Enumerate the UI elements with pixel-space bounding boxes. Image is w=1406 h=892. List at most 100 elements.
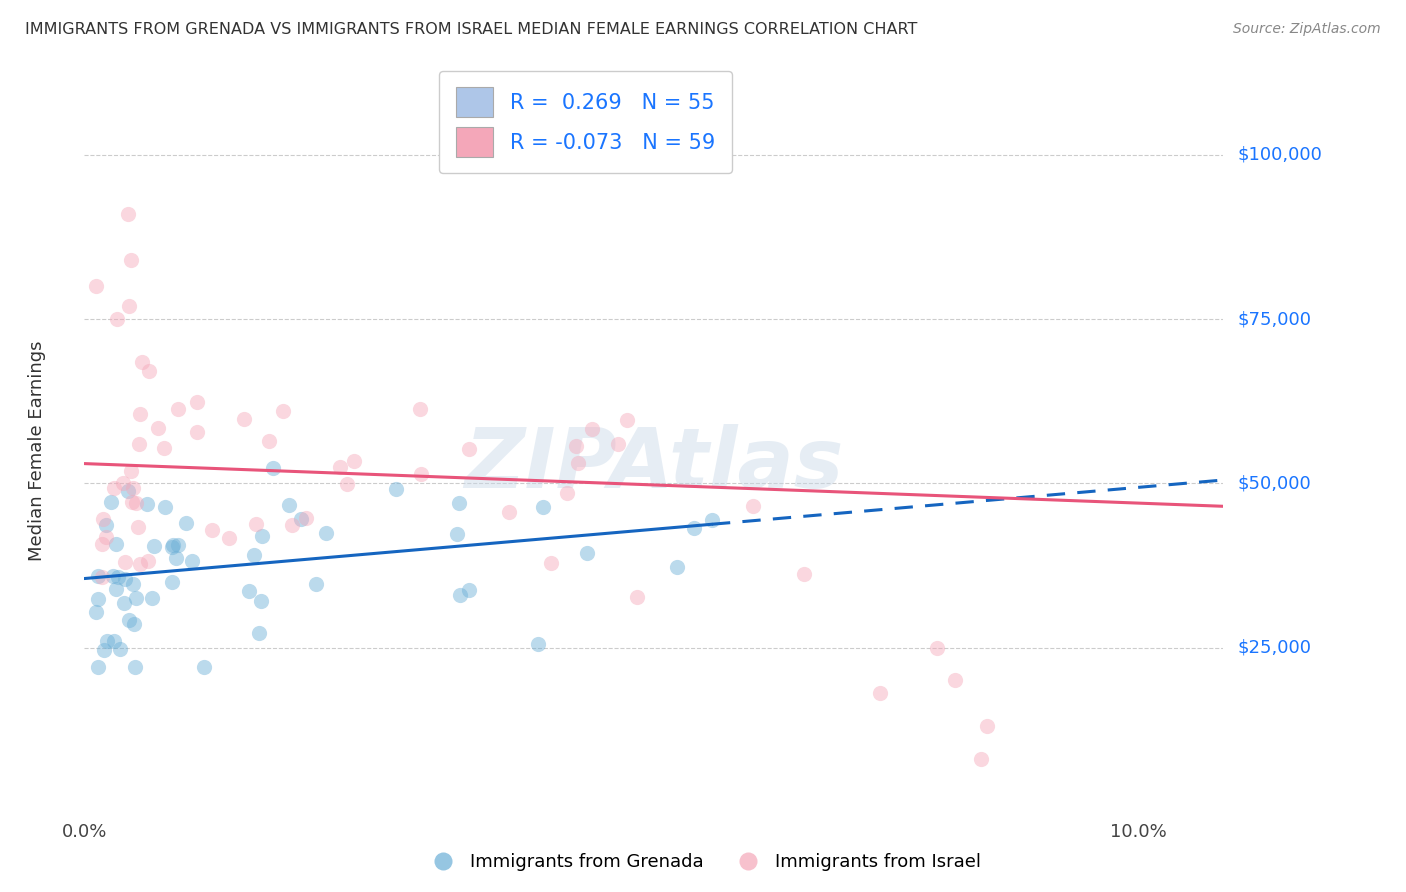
Point <box>96 518 118 533</box>
Point <box>103 481 125 495</box>
Point <box>616 413 638 427</box>
Point <box>245 516 267 531</box>
Text: Source: ZipAtlas.com: Source: ZipAtlas.com <box>1233 22 1381 37</box>
Point <box>565 439 588 453</box>
Point <box>100 495 122 509</box>
Point <box>162 575 184 590</box>
Point <box>181 554 204 568</box>
Point <box>146 420 169 434</box>
Text: $25,000: $25,000 <box>1237 639 1312 657</box>
Point <box>104 582 127 596</box>
Point <box>125 591 148 606</box>
Point <box>153 500 176 514</box>
Text: ZIPAtlas: ZIPAtlas <box>464 425 844 506</box>
Point <box>117 207 139 221</box>
Point <box>315 525 337 540</box>
Point <box>970 752 993 766</box>
Point <box>869 686 891 700</box>
Point <box>110 641 132 656</box>
Point <box>86 592 108 607</box>
Point <box>118 613 141 627</box>
Point <box>262 461 284 475</box>
Point <box>93 642 115 657</box>
Point <box>135 497 157 511</box>
Text: $75,000: $75,000 <box>1237 310 1312 328</box>
Point <box>607 436 630 450</box>
Point <box>107 570 129 584</box>
Point <box>105 312 128 326</box>
Point <box>176 516 198 530</box>
Text: Median Female Earnings: Median Female Earnings <box>28 340 45 561</box>
Point <box>700 512 723 526</box>
Point <box>575 545 598 559</box>
Point <box>666 560 689 574</box>
Point <box>143 539 166 553</box>
Point <box>84 605 107 619</box>
Point <box>233 411 256 425</box>
Point <box>91 570 114 584</box>
Point <box>114 555 136 569</box>
Point <box>457 442 479 456</box>
Point <box>96 633 118 648</box>
Point <box>117 299 139 313</box>
Point <box>567 456 589 470</box>
Point <box>122 616 145 631</box>
Point <box>531 500 554 514</box>
Point <box>271 403 294 417</box>
Point <box>247 625 270 640</box>
Point <box>384 482 406 496</box>
Point <box>91 512 114 526</box>
Point <box>742 500 765 514</box>
Point <box>141 591 163 605</box>
Point <box>122 481 145 495</box>
Point <box>250 529 273 543</box>
Point <box>121 495 143 509</box>
Point <box>218 531 240 545</box>
Point <box>131 355 153 369</box>
Legend: R =  0.269   N = 55, R = -0.073   N = 59: R = 0.269 N = 55, R = -0.073 N = 59 <box>439 70 733 173</box>
Point <box>117 484 139 499</box>
Point <box>250 593 273 607</box>
Text: IMMIGRANTS FROM GRENADA VS IMMIGRANTS FROM ISRAEL MEDIAN FEMALE EARNINGS CORRELA: IMMIGRANTS FROM GRENADA VS IMMIGRANTS FR… <box>25 22 918 37</box>
Point <box>186 425 208 440</box>
Point <box>152 442 174 456</box>
Point <box>290 512 312 526</box>
Point <box>114 572 136 586</box>
Point <box>449 496 471 510</box>
Point <box>87 660 110 674</box>
Point <box>103 634 125 648</box>
Point <box>336 476 359 491</box>
Text: $50,000: $50,000 <box>1237 475 1310 492</box>
Point <box>125 496 148 510</box>
Point <box>449 588 471 602</box>
Point <box>127 520 149 534</box>
Point <box>166 538 188 552</box>
Point <box>124 660 146 674</box>
Point <box>160 540 183 554</box>
Point <box>193 660 215 674</box>
Point <box>136 554 159 568</box>
Point <box>498 505 520 519</box>
Point <box>295 511 318 525</box>
Point <box>166 401 188 416</box>
Point <box>165 551 187 566</box>
Point <box>201 523 224 537</box>
Point <box>162 538 184 552</box>
Point <box>120 252 142 267</box>
Point <box>112 595 135 609</box>
Point <box>105 537 128 551</box>
Point <box>128 557 150 571</box>
Point <box>343 454 366 468</box>
Text: $100,000: $100,000 <box>1237 146 1322 164</box>
Point <box>446 527 468 541</box>
Point <box>555 486 578 500</box>
Point <box>86 279 108 293</box>
Point <box>329 459 352 474</box>
Point <box>683 521 706 535</box>
Point <box>976 719 998 733</box>
Point <box>91 537 114 551</box>
Point <box>238 583 260 598</box>
Point <box>128 436 150 450</box>
Point <box>581 422 603 436</box>
Point <box>122 577 145 591</box>
